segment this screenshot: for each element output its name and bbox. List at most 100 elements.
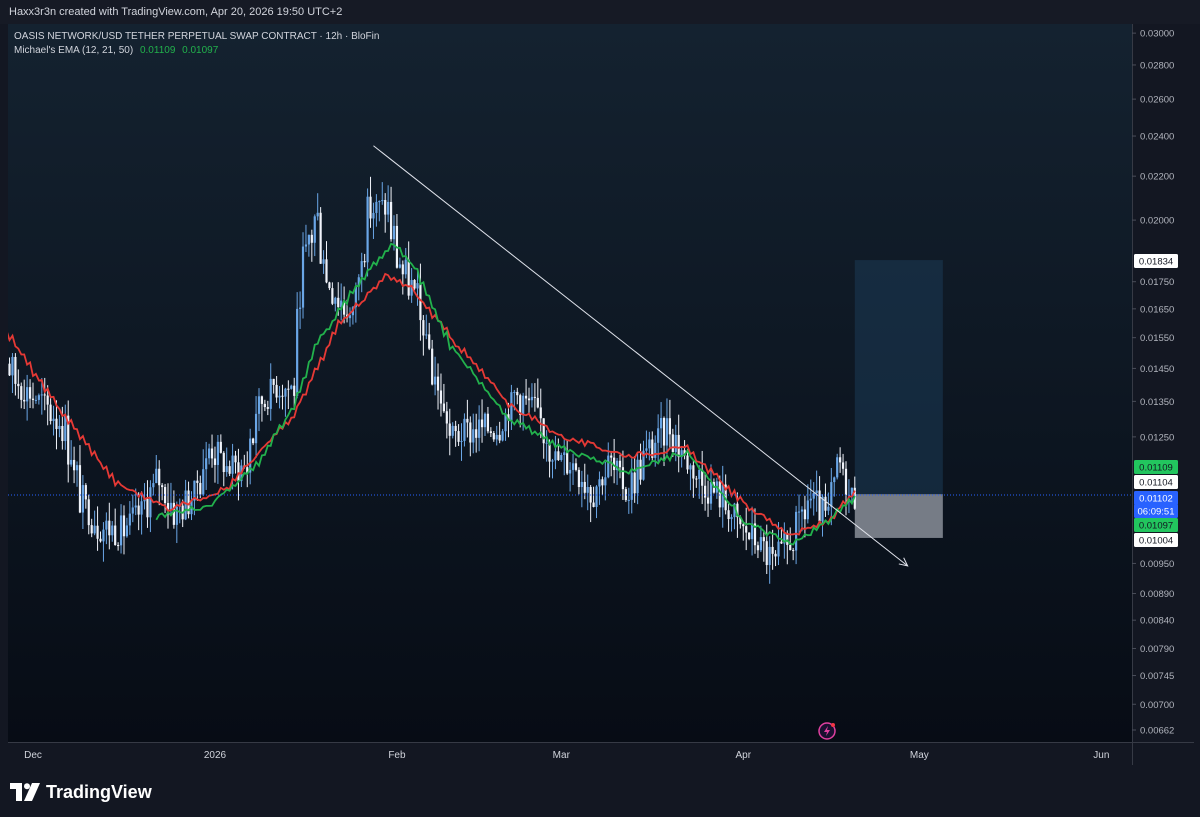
x-tick-label: Jun: [1093, 750, 1109, 761]
candle: [389, 186, 393, 242]
candle: [445, 401, 448, 439]
candle: [498, 421, 501, 444]
candle: [607, 442, 610, 479]
candle: [149, 480, 152, 533]
candle: [706, 480, 710, 517]
candle: [425, 314, 428, 340]
candle: [566, 440, 569, 475]
chart-frame[interactable]: 0.03000 0.02800 0.02600 0.02400 0.02200 0.020…: [8, 24, 1194, 765]
trendline[interactable]: [373, 145, 908, 567]
candle: [99, 531, 102, 543]
candle: [87, 494, 90, 535]
candle: [278, 386, 281, 409]
y-tick-label: 0.00700: [1140, 700, 1174, 711]
candle: [750, 506, 754, 556]
candle: [615, 457, 619, 485]
candle: [222, 451, 225, 487]
candle: [175, 501, 178, 544]
candle: [422, 315, 425, 356]
candle: [451, 422, 454, 439]
candle: [228, 460, 231, 477]
target-zone[interactable]: [854, 260, 943, 495]
candle: [413, 279, 416, 291]
candle: [8, 357, 11, 376]
candle: [375, 194, 378, 227]
candle: [125, 517, 129, 538]
candle: [633, 456, 636, 503]
candle: [296, 292, 299, 399]
candle: [37, 393, 40, 405]
candle: [252, 437, 255, 446]
y-tick-label: 0.00950: [1140, 559, 1174, 570]
tradingview-logo[interactable]: TradingView: [10, 780, 152, 804]
candle: [234, 450, 237, 474]
brand-name: TradingView: [46, 781, 152, 802]
price-label-text: 0.01102: [1139, 494, 1173, 505]
candle: [363, 253, 366, 268]
candle: [307, 234, 310, 257]
candle: [225, 447, 228, 477]
indicator-legend[interactable]: Michael's EMA (12, 21, 50) 0.01109 0.010…: [14, 44, 379, 58]
candle: [580, 470, 583, 508]
ema-slow-line[interactable]: [8, 272, 856, 536]
y-tick-label: 0.01250: [1140, 432, 1174, 443]
candle: [11, 353, 14, 394]
candle: [20, 382, 23, 409]
candle: [821, 494, 824, 537]
candle: [571, 453, 575, 485]
candle: [818, 476, 821, 523]
x-tick-label: Feb: [388, 750, 406, 761]
candle: [281, 384, 284, 410]
candle: [161, 483, 164, 501]
candle: [692, 460, 695, 498]
candle: [298, 291, 302, 329]
candle: [595, 485, 598, 519]
candle: [454, 420, 457, 447]
candle: [401, 260, 404, 295]
candle: [143, 483, 146, 510]
candle: [613, 438, 616, 484]
candle: [803, 495, 807, 538]
stop-zone[interactable]: [854, 494, 943, 538]
y-tick-label: 0.01350: [1140, 397, 1174, 408]
candle: [627, 487, 630, 514]
candle: [463, 413, 466, 447]
candle: [501, 428, 504, 442]
candle: [111, 521, 114, 542]
candle: [166, 483, 170, 529]
candle: [662, 416, 666, 467]
candle: [84, 483, 87, 509]
x-tick-label: 2026: [204, 750, 227, 761]
candle: [510, 384, 513, 430]
y-tick-label: 0.02200: [1140, 172, 1174, 183]
candle: [117, 542, 120, 551]
candle: [574, 458, 578, 472]
candle: [524, 379, 528, 405]
ema-value-2: 0.01097: [182, 45, 219, 56]
candle: [284, 387, 287, 417]
x-tick-label: Dec: [24, 750, 42, 761]
price-axis[interactable]: 0.03000 0.02800 0.02600 0.02400 0.02200 0.020…: [1132, 29, 1174, 737]
candle: [586, 474, 589, 511]
candle: [14, 353, 17, 396]
flash-icon[interactable]: [818, 722, 836, 740]
candle: [293, 377, 296, 409]
price-chart[interactable]: 0.03000 0.02800 0.02600 0.02400 0.02200 0.020…: [8, 24, 1194, 765]
candle: [213, 446, 217, 483]
candle: [249, 428, 252, 485]
price-label: 06:09:51: [1134, 504, 1178, 518]
y-tick-label: 0.02800: [1140, 60, 1174, 71]
candle: [172, 490, 175, 529]
candle: [836, 453, 839, 480]
candle: [839, 447, 842, 473]
price-label: 0.01097: [1134, 518, 1178, 532]
y-tick-label: 0.00662: [1140, 726, 1174, 737]
ema-fast-line[interactable]: [155, 242, 856, 546]
candle: [202, 449, 205, 497]
candle: [43, 377, 46, 411]
time-axis[interactable]: Dec 2026 Feb Mar Apr May Jun: [24, 750, 1109, 761]
candle: [163, 483, 167, 514]
candle: [815, 470, 818, 512]
candle: [419, 263, 422, 341]
candle: [466, 399, 469, 438]
